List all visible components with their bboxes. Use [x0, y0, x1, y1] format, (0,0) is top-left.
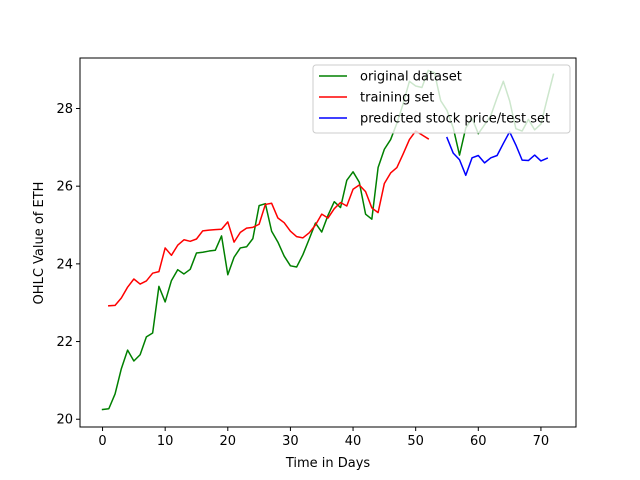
- plot-lines: [101, 69, 555, 411]
- x-tick-label: 0: [98, 434, 106, 449]
- y-tick-label: 24: [56, 257, 73, 272]
- legend-label-0: original dataset: [360, 70, 462, 85]
- legend-box: [312, 64, 571, 134]
- x-tick-label: 60: [470, 434, 487, 449]
- x-tick-label: 40: [345, 434, 362, 449]
- legend: original dataset training set predicted st…: [312, 64, 571, 134]
- series-line-2: [446, 131, 549, 177]
- x-tick-label: 20: [220, 434, 237, 449]
- series-line-1: [108, 130, 430, 307]
- y-tick-label: 26: [56, 180, 73, 195]
- legend-label-2: predicted stock price/test set: [360, 112, 550, 127]
- y-tick-label: 20: [56, 413, 73, 428]
- plot-frame: [79, 57, 577, 428]
- x-axis-label: Time in Days: [285, 456, 371, 471]
- x-tick-label: 70: [533, 434, 550, 449]
- legend-label-1: training set: [360, 91, 434, 106]
- x-tick-label: 10: [157, 434, 174, 449]
- y-tick-label: 28: [56, 102, 73, 117]
- x-tick-label: 50: [407, 434, 424, 449]
- y-axis: 20 22 24 26 28: [56, 102, 80, 428]
- y-tick-label: 22: [56, 335, 73, 350]
- y-axis-label: OHLC Value of ETH: [32, 182, 47, 305]
- x-tick-label: 30: [282, 434, 299, 449]
- series-line-0: [101, 69, 555, 411]
- x-axis: 0 10 20 30 40 50 60 70: [98, 427, 549, 449]
